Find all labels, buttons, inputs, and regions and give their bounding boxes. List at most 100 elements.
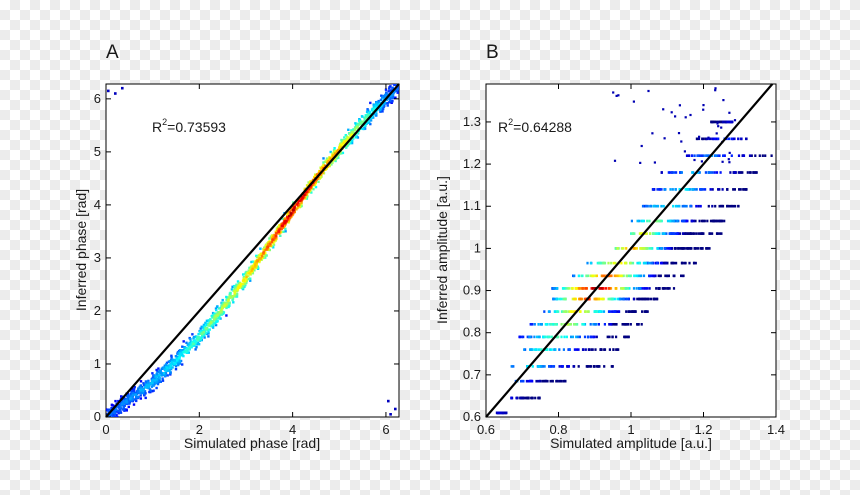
- scatter-point: [510, 365, 513, 368]
- scatter-point: [601, 261, 604, 265]
- panel-a-fit-line: [105, 83, 400, 418]
- scatter-point: [136, 395, 139, 398]
- scatter-point: [160, 371, 163, 375]
- outlier-point: [617, 94, 620, 97]
- outlier-point: [647, 89, 650, 93]
- scatter-point: [738, 188, 741, 191]
- scatter-point: [199, 332, 202, 335]
- scatter-point: [233, 293, 236, 296]
- scatter-point: [268, 243, 272, 247]
- scatter-point: [125, 398, 128, 401]
- scatter-point: [715, 232, 719, 235]
- scatter-point: [593, 365, 596, 368]
- outlier-point: [716, 122, 719, 125]
- scatter-point: [113, 409, 116, 413]
- scatter-point: [331, 152, 334, 155]
- scatter-point: [537, 365, 540, 368]
- scatter-point: [293, 210, 296, 213]
- scatter-point: [560, 323, 563, 326]
- scatter-point: [249, 279, 252, 282]
- scatter-point: [551, 379, 554, 383]
- scatter-point: [687, 232, 690, 235]
- scatter-point: [219, 309, 223, 313]
- scatter-point: [601, 274, 604, 278]
- scatter-point: [108, 419, 110, 421]
- scatter-point: [325, 159, 329, 163]
- scatter-point: [510, 396, 513, 400]
- scatter-point: [584, 310, 587, 313]
- scatter-point: [106, 419, 108, 421]
- scatter-point: [114, 406, 118, 409]
- scatter-point: [390, 101, 393, 104]
- scatter-point: [660, 171, 663, 174]
- scatter-point: [628, 287, 631, 290]
- scatter-point: [750, 154, 753, 157]
- scatter-point: [714, 219, 717, 223]
- scatter-point: [120, 395, 124, 399]
- scatter-point: [205, 327, 208, 330]
- panel-b-y-axis-label: Inferred amplitude [a.u.]: [434, 176, 450, 324]
- y-tick-label: 1: [474, 240, 481, 255]
- scatter-point: [638, 219, 641, 223]
- scatter-point: [207, 331, 210, 334]
- scatter-point: [372, 116, 375, 119]
- scatter-point: [117, 409, 120, 413]
- scatter-point: [740, 137, 743, 141]
- scatter-point: [717, 137, 720, 141]
- scatter-point: [740, 171, 743, 174]
- scatter-point: [347, 128, 350, 131]
- scatter-point: [128, 397, 132, 400]
- scatter-point: [584, 348, 587, 351]
- scatter-point: [701, 232, 704, 235]
- scatter-point: [230, 296, 233, 299]
- scatter-point: [522, 335, 525, 339]
- scatter-point: [539, 348, 542, 351]
- scatter-point: [630, 232, 633, 235]
- scatter-point: [717, 188, 720, 191]
- scatter-point: [386, 104, 389, 107]
- scatter-point: [761, 154, 764, 157]
- scatter-point: [544, 379, 547, 383]
- panel-b-y-ticks: 0.6 0.7 0.8 0.9 1 1.1 1.2 1.3: [463, 114, 776, 424]
- scatter-point: [556, 287, 559, 290]
- scatter-point: [151, 384, 155, 387]
- outlier-point: [107, 89, 110, 93]
- scatter-point: [132, 388, 136, 391]
- scatter-point: [608, 310, 611, 313]
- scatter-point: [250, 265, 253, 268]
- scatter-point: [598, 310, 601, 313]
- scatter-point: [243, 282, 247, 285]
- scatter-point: [197, 343, 201, 346]
- scatter-point: [648, 274, 651, 278]
- scatter-point: [600, 287, 603, 290]
- scatter-point: [214, 316, 218, 320]
- scatter-point: [682, 274, 685, 278]
- panel-b-x-axis-label: Simulated amplitude [a.u.]: [550, 435, 712, 451]
- scatter-point: [593, 323, 596, 326]
- scatter-point: [748, 154, 752, 157]
- scatter-point: [664, 261, 667, 265]
- scatter-point: [354, 122, 357, 125]
- scatter-point: [384, 93, 387, 96]
- scatter-point: [214, 315, 217, 318]
- scatter-point: [388, 87, 391, 90]
- scatter-point: [646, 310, 649, 313]
- scatter-point: [675, 171, 678, 174]
- scatter-point: [498, 411, 501, 415]
- scatter-point: [208, 328, 211, 331]
- scatter-point: [331, 161, 334, 164]
- scatter-point: [581, 348, 585, 351]
- scatter-point: [130, 398, 133, 402]
- scatter-point: [672, 261, 675, 265]
- scatter-point: [689, 247, 692, 250]
- scatter-point: [293, 206, 296, 209]
- scatter-point: [656, 297, 659, 301]
- outlier-point: [612, 91, 615, 94]
- scatter-point: [691, 188, 695, 191]
- scatter-point: [369, 118, 372, 121]
- scatter-point: [278, 227, 282, 230]
- scatter-point: [673, 274, 676, 278]
- scatter-point: [231, 298, 234, 302]
- scatter-point: [144, 380, 148, 383]
- scatter-point: [245, 278, 248, 282]
